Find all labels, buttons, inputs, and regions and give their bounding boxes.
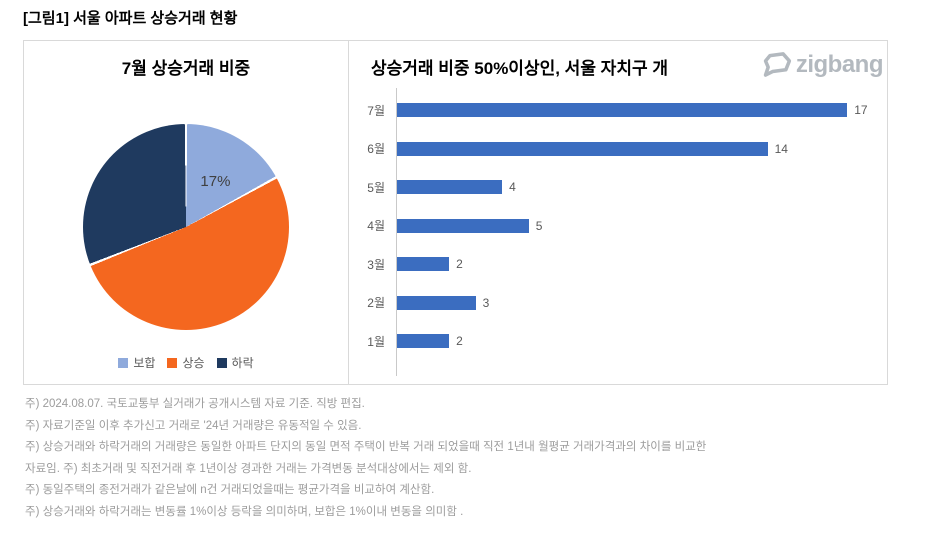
bar-category-label: 4월 [367, 219, 385, 234]
bar-category-label: 1월 [367, 334, 385, 349]
bar-cell: 2 [396, 257, 887, 272]
legend-label: 하락 [231, 356, 254, 370]
bar-category-label: 5월 [367, 180, 385, 195]
bar-value-label: 2 [456, 334, 463, 349]
bar-row: 4월 5 [349, 207, 887, 246]
bar-cell: 4 [396, 180, 887, 195]
bar [396, 257, 450, 272]
pie-chart-title: 7월 상승거래 비중 [121, 59, 251, 78]
footnotes: 주) 2024.08.07. 국토교통부 실거래가 공개시스템 자료 기준. 직… [25, 394, 923, 524]
legend-label: 상승 [182, 356, 205, 370]
bar [396, 103, 848, 118]
bar [396, 295, 476, 310]
bar-row: 6월 14 [349, 130, 887, 169]
bar-row: 7월 17 [349, 91, 887, 130]
bar-row: 2월 3 [349, 284, 887, 323]
bar-chart-title: 상승거래 비중 50%이상인, 서울 자치구 개 [371, 59, 668, 78]
pie-chart-panel: 7월 상승거래 비중 17% 보합 상승 하락 [24, 41, 349, 384]
footnote-line: 주) 상승거래와 하락거래는 변동률 1%이상 등락을 의미하며, 보합은 1%… [25, 505, 464, 518]
pie-data-label: 17% [200, 173, 231, 191]
zigbang-logo-text: zigbang [795, 50, 884, 78]
bar-value-label: 4 [509, 180, 516, 195]
bar-category-label: 3월 [367, 257, 385, 272]
bar-value-label: 17 [854, 103, 868, 118]
bar-cell: 3 [396, 295, 887, 310]
bar-cell: 17 [396, 103, 887, 118]
bar-cell: 2 [396, 334, 887, 349]
bar-value-label: 2 [456, 257, 463, 272]
bar-value-label: 14 [774, 141, 788, 156]
footnote-line: 주) 2024.08.07. 국토교통부 실거래가 공개시스템 자료 기준. 직… [25, 398, 365, 410]
footnote-line: 자료임. 주) 최초거래 및 직전거래 후 1년이상 경과한 거래는 가격변동 … [25, 462, 472, 475]
legend-item: 상승 [167, 354, 205, 371]
legend-item: 하락 [216, 354, 254, 371]
pie-legend: 보합 상승 하락 [24, 354, 348, 371]
legend-swatch-icon [118, 357, 129, 368]
zigbang-logo-icon [763, 52, 791, 77]
bar-category-label: 6월 [367, 142, 385, 157]
bar-chart-axis-line [396, 88, 397, 376]
bar-rows: 7월 17 6월 14 5월 4 4월 5 3월 2 2월 3 1월 2 [349, 91, 887, 361]
bar-value-label: 3 [482, 295, 490, 310]
legend-swatch-icon [167, 357, 178, 368]
bar-category-label: 2월 [367, 296, 385, 311]
bar-row: 1월 2 [349, 322, 887, 361]
footnote-line: 주) 자료기준일 이후 추가신고 거래로 '24년 거래량은 유동적일 수 있음… [25, 419, 362, 432]
legend-item: 보합 [118, 354, 155, 371]
bar-cell: 5 [396, 218, 887, 233]
legend-label: 보합 [133, 356, 156, 370]
bar-row: 5월 4 [349, 168, 887, 207]
bar [396, 218, 529, 233]
figure-panels: 7월 상승거래 비중 17% 보합 상승 하락 상승거래 비중 50%이상인, 서울… [23, 40, 888, 385]
legend-swatch-icon [216, 357, 227, 368]
page-title: [그림1] 서울 아파트 상승거래 현황 [23, 10, 238, 27]
bar-value-label: 5 [535, 218, 543, 233]
footnote-line: 주) 상승거래와 하락거래의 거래량은 동일한 아파트 단지의 동일 면적 주택… [25, 441, 707, 454]
pie-chart: 17% [83, 124, 289, 330]
bar-chart: 7월 17 6월 14 5월 4 4월 5 3월 2 2월 3 1월 2 [349, 88, 887, 376]
bar-chart-panel: 상승거래 비중 50%이상인, 서울 자치구 개 zigbang 7월 17 6월 1… [349, 41, 887, 384]
zigbang-logo: zigbang [762, 50, 884, 78]
bar [396, 334, 450, 349]
footnote-line: 주) 동일주택의 종전거래가 같은날에 n건 거래되었을때는 평균가격을 비교하… [25, 484, 435, 497]
bar-cell: 14 [396, 141, 887, 156]
bar [396, 141, 768, 156]
bar-category-label: 7월 [367, 103, 385, 118]
pie-graphic [83, 124, 289, 330]
bar [396, 180, 503, 195]
bar-row: 3월 2 [349, 245, 887, 284]
